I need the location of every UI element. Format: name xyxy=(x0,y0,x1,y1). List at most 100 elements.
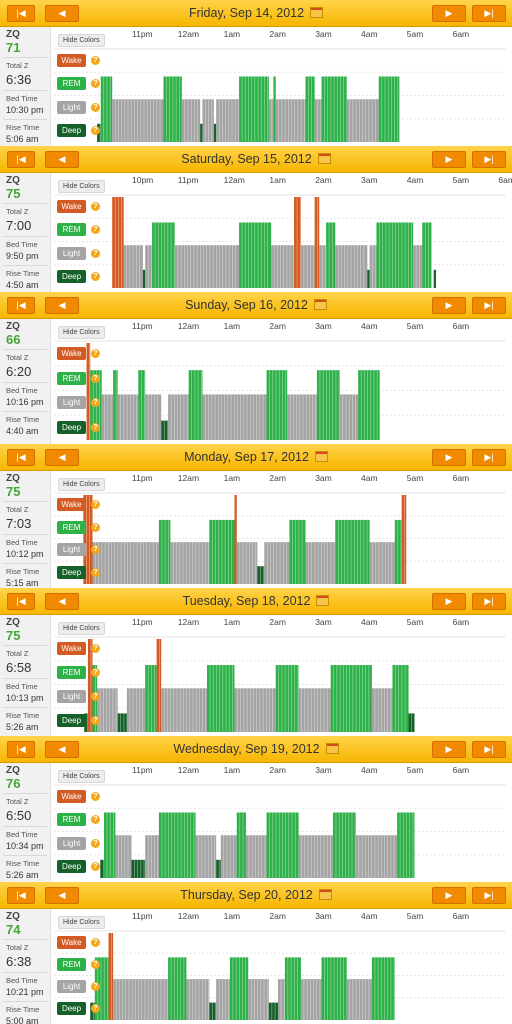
last-day-button[interactable]: ▶| xyxy=(472,151,506,168)
first-day-button[interactable]: |◀ xyxy=(7,887,35,904)
help-icon[interactable]: ? xyxy=(91,937,100,947)
calendar-icon[interactable] xyxy=(316,595,330,607)
last-day-button[interactable]: ▶| xyxy=(472,297,506,314)
segment-bar xyxy=(115,835,132,878)
prev-day-button[interactable]: ◀ xyxy=(45,741,79,758)
hide-colors-button[interactable]: Hide Colors xyxy=(58,326,105,339)
help-icon[interactable]: ? xyxy=(91,838,100,848)
x-tick-label: 4am xyxy=(361,321,378,331)
calendar-icon[interactable] xyxy=(310,7,324,19)
sleep-segment-deep xyxy=(131,859,146,878)
rise-time-value: 5:15 am xyxy=(6,578,39,588)
segment-bar xyxy=(202,99,214,142)
hide-colors-button[interactable]: Hide Colors xyxy=(58,622,105,635)
help-icon[interactable]: ? xyxy=(91,248,100,258)
sleep-segment-wake xyxy=(314,197,320,288)
divider xyxy=(3,563,47,564)
help-icon[interactable]: ? xyxy=(91,715,100,725)
help-icon[interactable]: ? xyxy=(91,202,100,212)
help-icon[interactable]: ? xyxy=(91,545,100,555)
help-icon[interactable]: ? xyxy=(91,423,100,433)
last-day-button[interactable]: ▶| xyxy=(472,449,506,466)
sleep-segment-rem xyxy=(266,812,299,878)
help-icon[interactable]: ? xyxy=(91,125,100,135)
help-icon[interactable]: ? xyxy=(91,79,100,89)
help-icon[interactable]: ? xyxy=(91,815,100,825)
last-day-button[interactable]: ▶| xyxy=(472,741,506,758)
segment-bar xyxy=(213,123,217,142)
prev-day-button[interactable]: ◀ xyxy=(45,887,79,904)
help-icon[interactable]: ? xyxy=(91,499,100,509)
segment-bar xyxy=(131,859,146,878)
help-icon[interactable]: ? xyxy=(91,568,100,578)
segment-bar xyxy=(319,245,327,288)
help-icon[interactable]: ? xyxy=(91,982,100,992)
last-day-button[interactable]: ▶| xyxy=(472,887,506,904)
help-icon[interactable]: ? xyxy=(91,522,100,532)
calendar-icon[interactable] xyxy=(313,299,327,311)
sleep-segment-rem xyxy=(138,370,146,440)
help-icon[interactable]: ? xyxy=(91,691,100,701)
hide-colors-button[interactable]: Hide Colors xyxy=(58,34,105,47)
help-icon[interactable]: ? xyxy=(91,348,100,358)
segment-bar xyxy=(268,99,274,142)
sleep-segment-light xyxy=(298,688,331,732)
next-day-button[interactable]: ▶ xyxy=(432,297,466,314)
help-icon[interactable]: ? xyxy=(91,398,100,408)
first-day-button[interactable]: |◀ xyxy=(7,151,35,168)
sleep-segment-light xyxy=(170,542,210,584)
hide-colors-button[interactable]: Hide Colors xyxy=(58,770,105,783)
first-day-button[interactable]: |◀ xyxy=(7,449,35,466)
hide-colors-button[interactable]: Hide Colors xyxy=(58,478,105,491)
stats-sidebar: ZQ 76 Total Z 6:50 Bed Time 10:34 pm Rise Time… xyxy=(0,763,51,882)
sleep-segment-light xyxy=(220,835,237,878)
next-day-button[interactable]: ▶ xyxy=(432,449,466,466)
first-day-button[interactable]: |◀ xyxy=(7,5,35,22)
segment-bar xyxy=(401,495,407,584)
day-header: |◀ ◀ ▶ ▶| Saturday, Sep 15, 2012 xyxy=(0,146,512,173)
calendar-icon[interactable] xyxy=(314,451,328,463)
help-icon[interactable]: ? xyxy=(91,668,100,678)
segment-bar xyxy=(289,519,306,584)
sleep-segment-light xyxy=(245,835,267,878)
zq-score: 75 xyxy=(6,484,21,499)
help-icon[interactable]: ? xyxy=(91,959,100,969)
next-day-button[interactable]: ▶ xyxy=(432,5,466,22)
prev-day-button[interactable]: ◀ xyxy=(45,593,79,610)
sleep-segment-light xyxy=(236,542,258,584)
next-day-button[interactable]: ▶ xyxy=(432,151,466,168)
calendar-icon[interactable] xyxy=(318,889,332,901)
help-icon[interactable]: ? xyxy=(91,271,100,281)
help-icon[interactable]: ? xyxy=(91,861,100,871)
prev-day-button[interactable]: ◀ xyxy=(45,449,79,466)
next-day-button[interactable]: ▶ xyxy=(432,593,466,610)
hide-colors-button[interactable]: Hide Colors xyxy=(58,180,105,193)
sleep-segment-rem xyxy=(394,519,402,584)
calendar-icon[interactable] xyxy=(325,743,339,755)
prev-day-button[interactable]: ◀ xyxy=(45,151,79,168)
help-icon[interactable]: ? xyxy=(91,644,100,654)
next-day-button[interactable]: ▶ xyxy=(432,887,466,904)
x-tick-label: 6am xyxy=(452,765,470,775)
last-day-button[interactable]: ▶| xyxy=(472,5,506,22)
hide-colors-button[interactable]: Hide Colors xyxy=(58,916,105,929)
first-day-button[interactable]: |◀ xyxy=(7,741,35,758)
next-day-button[interactable]: ▶ xyxy=(432,741,466,758)
first-day-button[interactable]: |◀ xyxy=(7,297,35,314)
help-icon[interactable]: ? xyxy=(91,56,100,66)
segment-bar xyxy=(188,370,203,440)
help-icon[interactable]: ? xyxy=(91,1004,100,1014)
first-day-button[interactable]: |◀ xyxy=(7,593,35,610)
help-icon[interactable]: ? xyxy=(91,792,100,802)
calendar-icon[interactable] xyxy=(317,153,331,165)
prev-day-button[interactable]: ◀ xyxy=(45,5,79,22)
x-tick-label: 1am xyxy=(223,911,241,921)
total-z-label: Total Z xyxy=(6,797,29,806)
help-icon[interactable]: ? xyxy=(91,102,100,112)
help-icon[interactable]: ? xyxy=(91,225,100,235)
divider xyxy=(3,119,47,120)
rise-time-label: Rise Time xyxy=(6,1005,40,1014)
last-day-button[interactable]: ▶| xyxy=(472,593,506,610)
help-icon[interactable]: ? xyxy=(91,373,100,383)
prev-day-button[interactable]: ◀ xyxy=(45,297,79,314)
